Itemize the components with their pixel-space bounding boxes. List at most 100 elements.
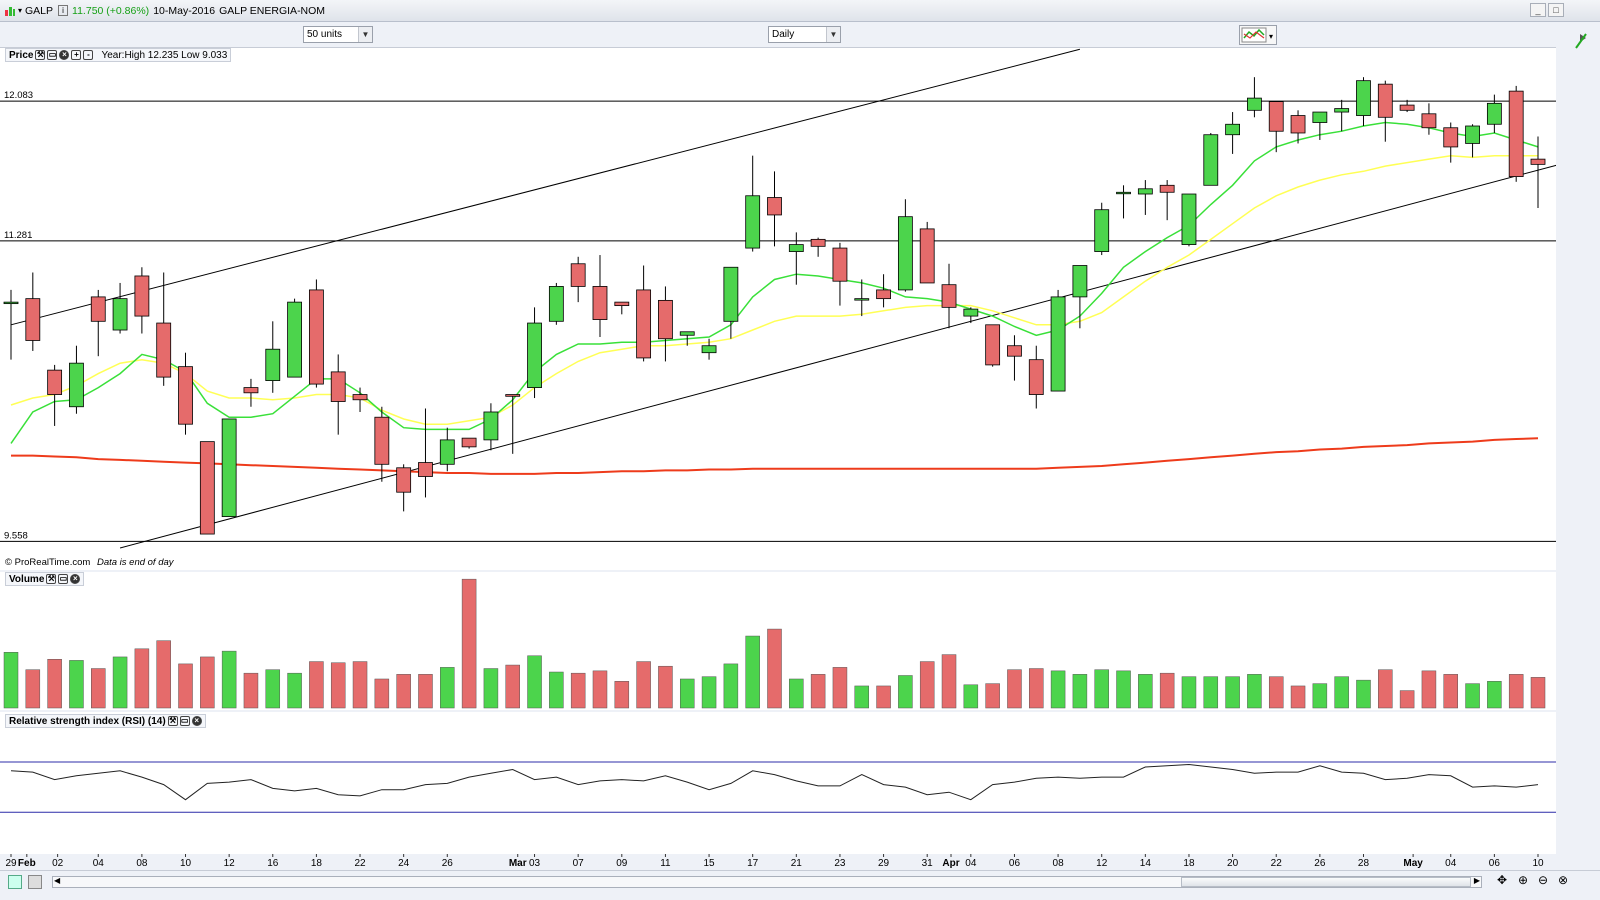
candle-down xyxy=(47,364,63,426)
x-axis-tick-label: 31 xyxy=(922,858,934,869)
candle-down xyxy=(1290,110,1306,144)
candle-down xyxy=(832,242,848,306)
trend-line xyxy=(119,163,1560,549)
minimize-button[interactable]: _ xyxy=(1530,3,1546,17)
chevron-down-icon: ▼ xyxy=(826,27,840,42)
candle-down xyxy=(374,406,390,482)
volume-bar xyxy=(374,678,390,709)
x-axis-tick-label: 21 xyxy=(791,858,803,869)
close-icon[interactable]: × xyxy=(59,50,70,60)
period-select[interactable]: Daily ▼ xyxy=(768,26,841,43)
candle-up xyxy=(963,307,979,324)
candle-body xyxy=(374,416,390,465)
volume-bar xyxy=(636,661,651,709)
zoom-reset-icon[interactable]: ⊗ xyxy=(1558,873,1569,887)
volume-bar xyxy=(679,678,695,709)
add-panel-icon[interactable]: + xyxy=(71,50,82,60)
volume-bar xyxy=(1094,669,1109,709)
candle-up xyxy=(287,298,302,378)
settings-icon[interactable] xyxy=(28,875,42,889)
candle-body xyxy=(178,366,193,425)
candle-body xyxy=(832,247,848,282)
close-icon[interactable]: × xyxy=(70,574,81,584)
time-scrollbar[interactable]: ◀ ▶ xyxy=(52,876,1482,888)
x-axis-tick-label: May xyxy=(1403,858,1423,869)
candle-down xyxy=(352,387,368,412)
indicators-button[interactable]: ▾ xyxy=(1239,25,1277,45)
volume-chart[interactable]: 1.000k2.000k3.000k4.000k5.000k1.320k xyxy=(0,572,1600,710)
candle-up xyxy=(701,338,717,360)
maximize-button[interactable]: □ xyxy=(1548,3,1564,17)
candle-down xyxy=(1399,99,1415,113)
price-panel-header: Price ⚒ ▭ × + - Year:High 12.235 Low 9.0… xyxy=(5,48,232,62)
candle-up xyxy=(1137,180,1153,215)
candle-body xyxy=(767,197,782,216)
x-axis-background xyxy=(0,854,1600,870)
drawing-tools-icon[interactable] xyxy=(1556,22,1600,62)
volume-bar xyxy=(156,640,171,709)
volume-bar xyxy=(1356,679,1371,709)
window-icon[interactable]: ▭ xyxy=(58,574,69,584)
wrench-icon[interactable]: ⚒ xyxy=(167,716,178,726)
volume-bar xyxy=(810,674,826,709)
x-axis-tick-label: 22 xyxy=(1271,858,1283,869)
price-chart[interactable]: 9.69.81010.210.410.610.81111.211.411.611… xyxy=(0,48,1600,570)
candle-up xyxy=(221,418,237,518)
dropdown-arrow-icon[interactable]: ▾ xyxy=(18,6,23,15)
x-axis-tick-label: 02 xyxy=(52,858,64,869)
instrument-name-label: GALP ENERGIA-NOM xyxy=(219,4,326,17)
zoom-in-icon[interactable]: ⊕ xyxy=(1518,873,1529,887)
volume-panel-title: Volume xyxy=(9,573,45,585)
pan-icon[interactable]: ✥ xyxy=(1497,873,1508,887)
candle-body xyxy=(287,301,302,378)
remove-panel-icon[interactable]: - xyxy=(83,50,94,60)
side-tool-column xyxy=(1556,22,1600,900)
info-icon[interactable]: i xyxy=(58,5,69,16)
volume-bar xyxy=(330,662,346,709)
volume-bar xyxy=(265,669,281,709)
scroll-left-arrow[interactable]: ◀ xyxy=(54,876,61,885)
candle-body xyxy=(134,275,150,317)
volume-bar xyxy=(221,650,237,709)
candle-up xyxy=(1356,77,1371,127)
wrench-icon[interactable]: ⚒ xyxy=(35,50,46,60)
period-select-value: Daily xyxy=(772,29,795,40)
candle-down xyxy=(418,408,433,498)
candle-up xyxy=(1072,265,1088,329)
x-axis-tick-label: 04 xyxy=(965,858,977,869)
wrench-icon[interactable]: ⚒ xyxy=(46,574,57,584)
horizontal-level-label: 11.281 xyxy=(4,230,32,241)
candle-body xyxy=(47,369,63,395)
data-note-text: Data is end of day xyxy=(96,557,174,568)
candle-body xyxy=(156,322,172,378)
window-icon[interactable]: ▭ xyxy=(179,716,190,726)
candle-down xyxy=(1530,136,1546,208)
candle-down xyxy=(330,354,346,435)
rsi-chart[interactable]: 2040608010052.093 xyxy=(0,712,1600,854)
scroll-right-arrow[interactable]: ▶ xyxy=(1473,876,1480,885)
units-select[interactable]: 50 units ▼ xyxy=(303,26,373,43)
candle-body xyxy=(570,263,586,287)
candle-down xyxy=(134,267,150,334)
year-range-text: Year:High 12.235 Low 9.033 xyxy=(101,49,228,61)
export-icon[interactable] xyxy=(8,875,22,889)
chart-type-icon[interactable] xyxy=(4,5,16,17)
x-axis-tick-label: Mar xyxy=(509,858,527,869)
x-axis-tick-label: 14 xyxy=(1140,858,1152,869)
candle-body xyxy=(1421,113,1437,129)
scroll-thumb[interactable] xyxy=(1181,877,1471,887)
volume-bar xyxy=(418,674,433,709)
volume-bar xyxy=(91,668,106,709)
close-icon[interactable]: × xyxy=(191,716,202,726)
zoom-out-icon[interactable]: ⊖ xyxy=(1538,873,1549,887)
window-icon[interactable]: ▭ xyxy=(47,50,58,60)
volume-bar xyxy=(243,672,259,709)
candle-body xyxy=(527,322,542,388)
x-axis-tick-label: 29 xyxy=(878,858,890,869)
moving-average-red-line xyxy=(11,437,1539,475)
x-axis-tick-label: 16 xyxy=(267,858,279,869)
volume-bar xyxy=(1443,674,1458,709)
volume-bar xyxy=(527,655,542,709)
volume-bar xyxy=(592,670,608,709)
candle-body xyxy=(1159,184,1175,193)
